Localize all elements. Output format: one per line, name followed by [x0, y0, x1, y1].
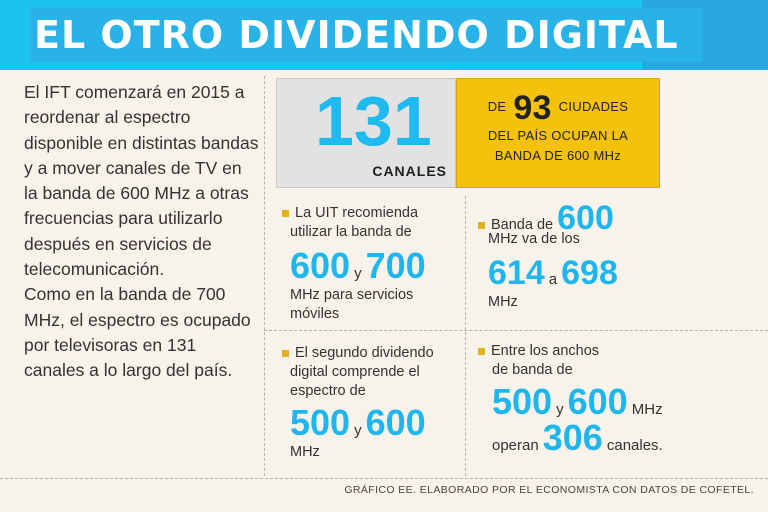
cities-suffix: CIUDADES — [558, 99, 629, 114]
range-from: 614 — [488, 254, 545, 292]
vertical-divider-2 — [465, 196, 466, 476]
widths-pre: operan — [492, 437, 539, 454]
widths-connector: y — [556, 401, 564, 418]
uit-value-700: 700 — [365, 245, 426, 286]
second-connector: y — [354, 422, 362, 439]
channels-count: 131 — [315, 82, 432, 160]
range-band-value: 600 — [557, 199, 614, 237]
widths-line-2: de banda de — [492, 362, 573, 378]
bullet-icon — [478, 347, 485, 355]
second-value-600: 600 — [365, 402, 426, 443]
intro-paragraph-1: El IFT comenzará en 2015 a reordenar al … — [24, 82, 259, 280]
cities-line-2: DEL PAÍS OCUPAN LA — [487, 127, 629, 143]
widths-post: canales. — [606, 437, 663, 454]
widths-count: 306 — [542, 417, 603, 458]
second-unit: MHz — [290, 444, 320, 460]
band-widths-block: Entre los anchos de banda de 500 y 600 M… — [478, 342, 698, 458]
cities-count: 93 — [513, 88, 552, 127]
horizontal-divider — [264, 330, 768, 331]
second-value-500: 500 — [290, 402, 351, 443]
uit-line-3: MHz para servicios — [290, 287, 414, 303]
second-dividend-block: El segundo dividendo digital comprende e… — [282, 344, 462, 462]
second-line-2: digital comprende el — [290, 364, 420, 380]
channels-stat-box: 131 CANALES — [276, 78, 456, 188]
widths-value-600: 600 — [567, 381, 628, 422]
uit-block: La UIT recomienda utilizar la banda de 6… — [282, 204, 462, 324]
intro-text: El IFT comenzará en 2015 a reordenar al … — [24, 80, 260, 384]
range-connector: a — [548, 271, 558, 288]
uit-connector: y — [354, 265, 362, 282]
bullet-icon — [478, 221, 485, 229]
range-line-1: Banda de — [491, 217, 554, 233]
header-banner: EL OTRO DIVIDENDO DIGITAL — [0, 0, 768, 70]
second-line-1: El segundo dividendo — [295, 345, 434, 361]
channels-label: CANALES — [372, 163, 447, 179]
uit-line-2: utilizar la banda de — [290, 224, 412, 240]
footer-divider — [0, 478, 768, 479]
cities-stat-box: DE 93 CIUDADES DEL PAÍS OCUPAN LA BANDA … — [456, 78, 660, 188]
vertical-divider — [264, 76, 265, 476]
range-unit: MHz — [488, 294, 518, 310]
widths-line-1: Entre los anchos — [491, 343, 600, 359]
bullet-icon — [282, 349, 289, 357]
intro-paragraph-2: Como en la banda de 700 MHz, el espectro… — [24, 284, 251, 381]
widths-value-500: 500 — [492, 381, 553, 422]
second-line-3: espectro de — [290, 383, 366, 399]
range-to: 698 — [561, 254, 618, 292]
footer-credit: GRÁFICO EE. ELABORADO POR EL ECONOMISTA … — [344, 484, 754, 496]
uit-value-600: 600 — [290, 245, 351, 286]
range-line-2: MHz va de los — [488, 231, 580, 247]
bullet-icon — [282, 209, 289, 217]
uit-line-4: móviles — [290, 306, 340, 322]
range-block: Banda de 600 MHz va de los 614 a 698 MHz — [478, 198, 678, 312]
widths-unit: MHz — [631, 401, 663, 418]
page-title: EL OTRO DIVIDENDO DIGITAL — [30, 8, 703, 62]
cities-prefix: DE — [487, 99, 507, 114]
uit-line-1: La UIT recomienda — [295, 205, 419, 221]
cities-line-3: BANDA DE 600 MHz — [494, 147, 622, 163]
